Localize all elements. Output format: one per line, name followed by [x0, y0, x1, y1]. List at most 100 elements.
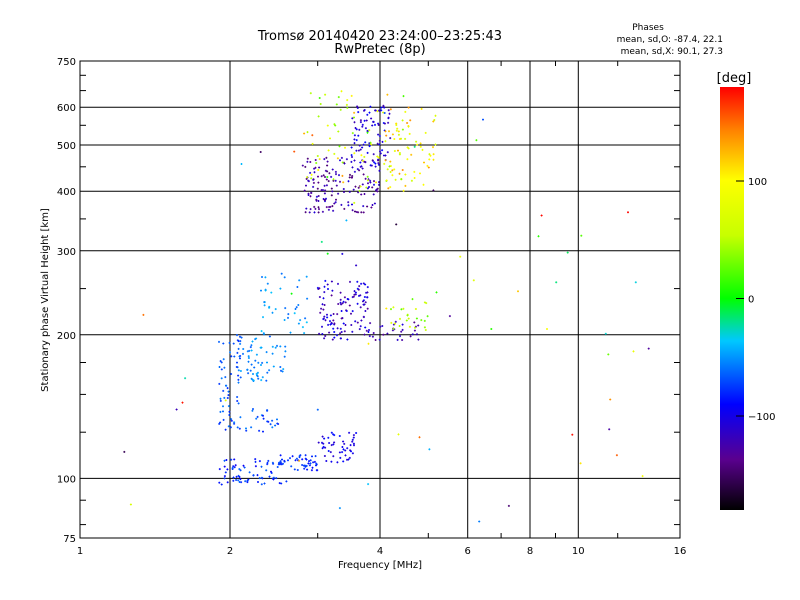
data-point [418, 436, 421, 439]
data-point [295, 306, 298, 309]
y-tick-label: 75 [63, 534, 76, 545]
data-point [382, 333, 385, 336]
data-point [239, 416, 242, 419]
data-point [371, 186, 374, 189]
data-point [308, 464, 311, 467]
data-point [336, 461, 339, 464]
data-point [401, 128, 404, 131]
data-point [340, 331, 343, 333]
data-point [312, 178, 315, 181]
data-point [366, 113, 369, 116]
data-point [333, 331, 336, 333]
data-point [341, 446, 344, 448]
data-point [247, 357, 250, 359]
x-tick-label: 10 [572, 546, 585, 557]
data-point [223, 366, 226, 369]
data-point [351, 438, 354, 441]
data-point [317, 206, 320, 209]
data-point [240, 336, 243, 339]
data-point [364, 310, 367, 312]
data-point [322, 308, 325, 311]
data-point [353, 159, 356, 162]
data-point [351, 452, 354, 455]
data-point [397, 149, 399, 152]
data-point [352, 434, 355, 437]
data-point [343, 207, 346, 210]
data-point [359, 325, 362, 328]
data-point [385, 179, 388, 182]
data-point [326, 316, 329, 319]
data-point [220, 368, 223, 371]
data-point [258, 477, 261, 480]
data-point [641, 475, 644, 478]
data-point [223, 396, 226, 399]
data-point [329, 320, 331, 323]
data-point [245, 429, 248, 432]
data-point [360, 211, 363, 214]
data-point [363, 109, 366, 111]
data-point [222, 358, 225, 361]
data-point [378, 181, 380, 184]
data-point [313, 167, 316, 170]
data-point [355, 149, 358, 152]
data-point [367, 342, 370, 345]
data-point [228, 341, 231, 344]
data-point [306, 131, 309, 134]
data-point [391, 329, 394, 332]
y-tick-label: 400 [57, 187, 76, 198]
data-point [317, 200, 320, 202]
data-point [321, 447, 324, 450]
data-point [315, 162, 318, 164]
data-point [368, 129, 371, 132]
data-point [261, 376, 264, 379]
data-point [123, 450, 126, 453]
data-point [316, 187, 319, 190]
data-point [270, 472, 273, 474]
data-point [325, 178, 328, 181]
data-point [303, 189, 306, 192]
data-point [420, 107, 423, 110]
data-point [357, 211, 360, 214]
data-point [281, 458, 283, 461]
grid-lines [80, 61, 680, 538]
data-point [337, 303, 340, 305]
data-point [423, 161, 425, 164]
data-point [258, 460, 261, 463]
data-point [414, 308, 417, 310]
data-point [366, 187, 369, 190]
data-point [330, 294, 333, 297]
data-point [361, 125, 364, 128]
data-point [358, 128, 361, 131]
data-point [384, 154, 387, 157]
data-point [318, 296, 321, 298]
data-point [306, 176, 308, 179]
data-point [301, 464, 304, 466]
data-point [251, 340, 254, 343]
data-point [537, 235, 540, 238]
data-point [276, 344, 278, 347]
data-point [393, 138, 396, 140]
data-point [332, 313, 335, 315]
data-point [244, 480, 247, 483]
data-point [359, 165, 362, 168]
data-point [314, 166, 317, 169]
data-point [366, 179, 369, 182]
data-point [321, 435, 324, 438]
data-point [254, 465, 257, 468]
data-point [339, 180, 341, 183]
data-point [260, 289, 262, 292]
data-point [354, 293, 357, 296]
data-point [372, 153, 375, 156]
data-point [324, 335, 327, 337]
data-point [283, 276, 286, 279]
data-point [359, 161, 362, 164]
data-point [384, 159, 387, 162]
data-point [303, 132, 306, 135]
data-point [407, 106, 410, 109]
data-point [340, 310, 343, 312]
data-point [319, 311, 322, 314]
data-point [363, 155, 366, 158]
data-point [378, 169, 381, 172]
data-point [368, 111, 371, 114]
